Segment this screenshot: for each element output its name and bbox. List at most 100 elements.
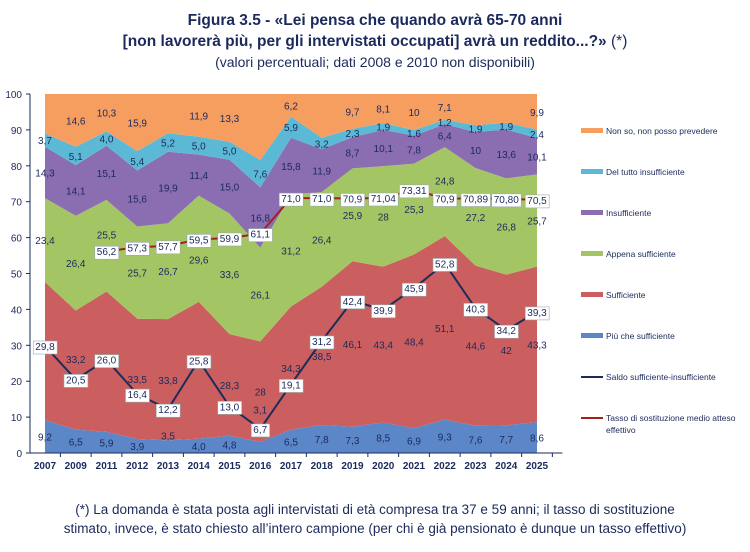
data-label: 10,3 xyxy=(97,109,117,120)
x-tick-label: 2012 xyxy=(126,461,149,472)
line-data-label: 61,1 xyxy=(251,230,271,241)
y-tick-label: 20 xyxy=(11,377,23,388)
x-tick-label: 2024 xyxy=(495,461,518,472)
data-label: 46,1 xyxy=(343,340,363,351)
line-data-label: 34,2 xyxy=(497,326,517,337)
line-data-label: 70,9 xyxy=(435,194,455,205)
line-label-box xyxy=(94,245,119,260)
data-label: 4,0 xyxy=(192,442,206,453)
legend-swatch xyxy=(581,210,603,215)
data-label: 8,7 xyxy=(346,149,360,160)
data-label: 25,7 xyxy=(128,269,148,280)
data-label: 5,9 xyxy=(284,123,298,134)
legend-label: Insufficiente xyxy=(606,208,651,218)
footnote-line2: stimato, invece, è stato chiesto all’int… xyxy=(63,521,687,536)
data-label: 8,1 xyxy=(376,105,390,116)
line-label-box xyxy=(432,193,458,207)
legend-label: Sufficiente xyxy=(606,290,646,300)
data-label: 7,6 xyxy=(469,435,483,446)
line-label-box xyxy=(155,240,181,255)
data-label: 26,1 xyxy=(251,291,271,302)
x-tick-label: 2021 xyxy=(403,461,426,472)
data-label: 19,9 xyxy=(158,184,178,195)
data-label: 10,1 xyxy=(527,152,547,163)
data-label: 25,3 xyxy=(404,205,424,216)
line-label-box xyxy=(63,374,89,388)
data-label: 44,6 xyxy=(466,342,486,353)
line-label-box xyxy=(432,258,458,272)
line-data-label: 71,0 xyxy=(281,194,301,205)
chart-subtitle: (valori percentuali; dati 2008 e 2010 no… xyxy=(215,54,535,70)
line-label-box xyxy=(125,241,150,256)
data-label: 2,4 xyxy=(530,130,544,141)
line-data-label: 6,7 xyxy=(253,425,267,436)
legend-swatch xyxy=(581,292,603,297)
line-data-label: 42,4 xyxy=(343,297,363,308)
line-data-label: 71,04 xyxy=(371,194,396,205)
line-data-label: 25,8 xyxy=(189,356,209,367)
y-tick-label: 80 xyxy=(11,162,23,173)
x-tick-label: 2022 xyxy=(434,461,457,472)
data-label: 25,9 xyxy=(343,211,363,222)
data-label: 9,9 xyxy=(530,108,544,119)
data-label: 16,8 xyxy=(251,213,271,224)
line-label-box xyxy=(186,234,212,248)
data-label: 9,7 xyxy=(346,107,360,118)
line-data-label: 39,9 xyxy=(374,306,394,317)
line-data-label: 57,3 xyxy=(128,243,148,254)
data-label: 48,4 xyxy=(404,337,424,348)
data-label: 4,0 xyxy=(100,135,114,146)
data-label: 5,1 xyxy=(69,152,83,163)
line-data-label: 57,7 xyxy=(158,242,178,253)
legend-swatch xyxy=(581,128,603,133)
data-label: 11,9 xyxy=(312,167,331,178)
line-data-label: 45,9 xyxy=(404,284,424,295)
data-label: 6,4 xyxy=(438,132,452,143)
data-label: 23,4 xyxy=(35,236,55,247)
data-label: 6,5 xyxy=(284,437,298,448)
line-label-box xyxy=(460,193,491,207)
legend-label: Saldo sufficiente-insufficiente xyxy=(606,372,716,382)
footnote: (*) La domanda è stata posta agli interv… xyxy=(0,500,750,538)
data-label: 6,9 xyxy=(407,437,421,448)
data-label: 33,6 xyxy=(220,270,240,281)
line-data-label: 39,3 xyxy=(527,308,547,319)
line-label-box xyxy=(340,193,365,207)
line-label-box xyxy=(401,282,427,297)
data-label: 38,5 xyxy=(312,352,332,363)
data-label: 24,8 xyxy=(435,177,455,188)
data-label: 11,4 xyxy=(189,171,208,182)
data-label: 34,3 xyxy=(281,364,301,375)
data-label: 43,3 xyxy=(527,340,547,351)
data-label: 10,1 xyxy=(374,144,394,155)
line-label-box xyxy=(371,304,396,319)
segment-labels: 9,2 6,5 5,9 3,9 3,5 4,0 4,8 3,1 6,5 7,8 7,3 8,5 6,9 9… xyxy=(35,101,547,453)
line-data-label: 26,0 xyxy=(97,356,117,367)
x-tick-label: 2023 xyxy=(464,461,487,472)
data-label: 1,2 xyxy=(438,118,452,129)
data-label: 3,7 xyxy=(38,136,52,147)
line-label-box xyxy=(94,354,119,368)
line-label-box xyxy=(524,306,550,321)
data-label: 2,3 xyxy=(346,129,360,140)
data-label: 33,2 xyxy=(66,355,86,366)
data-label: 9,2 xyxy=(38,432,52,443)
legend-label: Tasso di sostituzione medio atteso xyxy=(606,413,736,423)
data-label: 3,2 xyxy=(315,140,329,151)
data-label: 7,3 xyxy=(346,436,360,447)
data-label: 42 xyxy=(501,346,513,357)
data-label: 15,9 xyxy=(128,119,148,130)
line-data-label: 59,5 xyxy=(189,235,209,246)
data-label: 13,6 xyxy=(497,150,517,161)
chart-title: Figura 3.5 - «Lei pensa che quando avrà … xyxy=(187,12,563,29)
legend-label: Più che sufficiente xyxy=(606,331,675,341)
data-label: 7,6 xyxy=(253,170,267,181)
data-label: 1,9 xyxy=(499,122,513,133)
line-label-box xyxy=(217,401,242,415)
legend-label-cont: effettivo xyxy=(606,425,636,435)
data-label: 14,6 xyxy=(66,116,86,127)
x-tick-label: 2017 xyxy=(280,461,303,472)
y-tick-label: 0 xyxy=(16,449,22,460)
line-label-box xyxy=(463,303,488,317)
data-label: 33,5 xyxy=(128,375,148,386)
